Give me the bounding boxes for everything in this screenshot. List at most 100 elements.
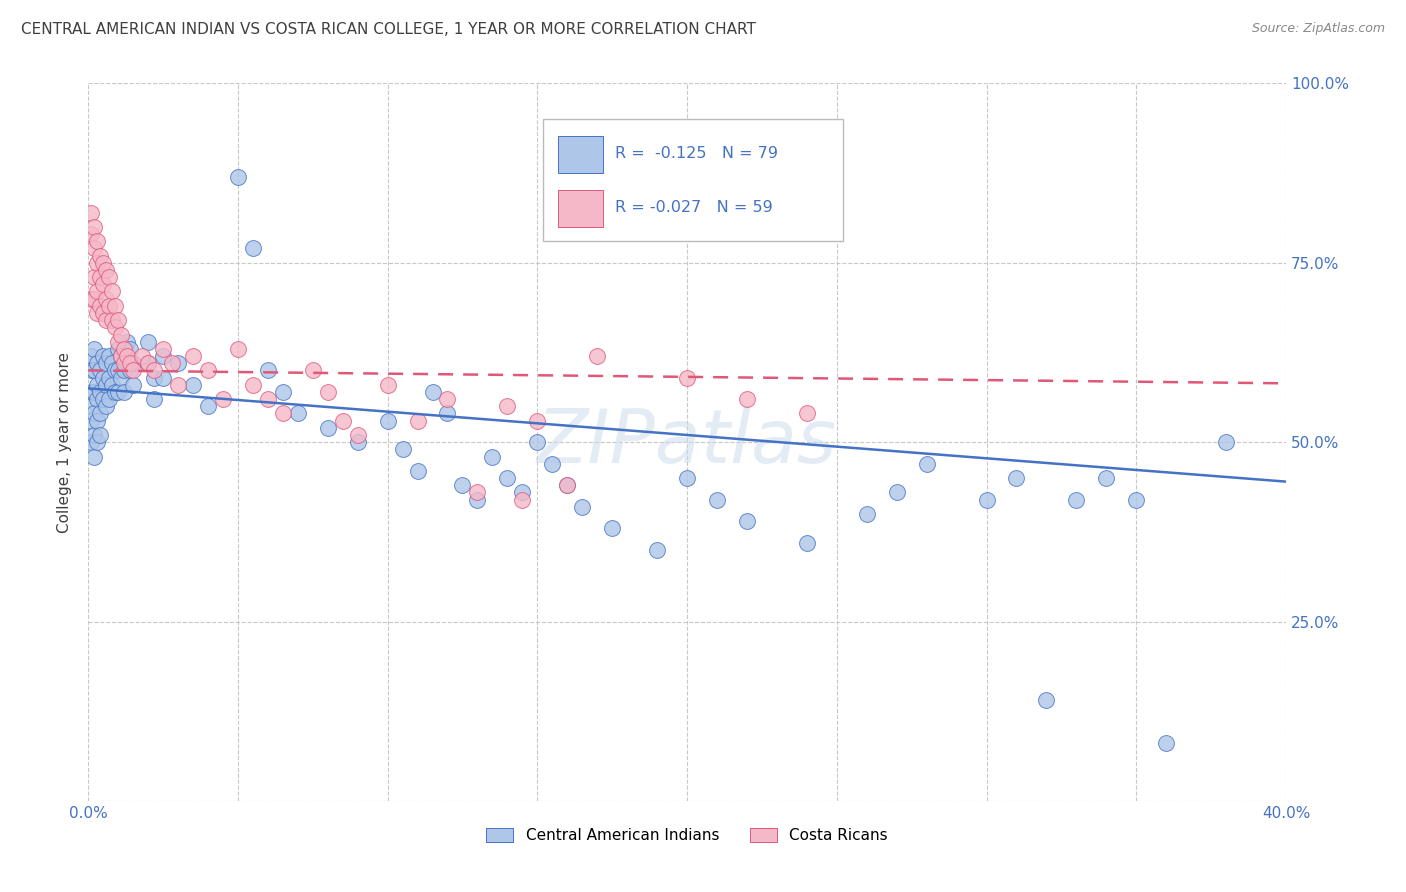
- Point: [89, 428, 111, 442]
- Point: [1095, 471, 1118, 485]
- Point: [83, 270, 105, 285]
- Point: [104, 299, 127, 313]
- Point: [122, 377, 145, 392]
- Point: [83, 292, 105, 306]
- Point: [112, 356, 135, 370]
- Point: [86, 306, 108, 320]
- Point: [107, 334, 129, 349]
- Point: [571, 500, 593, 514]
- Point: [107, 363, 129, 377]
- Point: [143, 363, 166, 377]
- Point: [98, 270, 121, 285]
- Point: [287, 407, 309, 421]
- Point: [600, 521, 623, 535]
- Point: [112, 384, 135, 399]
- Point: [167, 356, 190, 370]
- Point: [152, 349, 174, 363]
- Point: [496, 399, 519, 413]
- Point: [226, 169, 249, 184]
- Point: [83, 407, 105, 421]
- Point: [86, 414, 108, 428]
- Point: [377, 377, 399, 392]
- Point: [91, 370, 114, 384]
- Point: [467, 492, 489, 507]
- Point: [346, 435, 368, 450]
- Point: [976, 492, 998, 507]
- Point: [706, 492, 728, 507]
- Point: [110, 349, 132, 363]
- Text: R =  -0.125   N = 79: R = -0.125 N = 79: [616, 146, 778, 161]
- Point: [406, 414, 429, 428]
- Point: [160, 356, 183, 370]
- Bar: [558, 190, 603, 227]
- Point: [855, 507, 877, 521]
- Point: [555, 478, 578, 492]
- Point: [86, 392, 108, 406]
- Point: [83, 342, 105, 356]
- Point: [94, 356, 117, 370]
- Point: [271, 407, 294, 421]
- Point: [107, 384, 129, 399]
- Point: [422, 384, 444, 399]
- Point: [256, 392, 278, 406]
- Point: [80, 205, 103, 219]
- Point: [346, 428, 368, 442]
- Point: [89, 270, 111, 285]
- Point: [1154, 737, 1177, 751]
- Point: [98, 392, 121, 406]
- Point: [301, 363, 323, 377]
- Point: [136, 356, 159, 370]
- FancyBboxPatch shape: [543, 120, 842, 241]
- Point: [101, 285, 124, 299]
- Y-axis label: College, 1 year or more: College, 1 year or more: [58, 351, 72, 533]
- Point: [886, 485, 908, 500]
- Point: [242, 377, 264, 392]
- Point: [122, 356, 145, 370]
- Point: [86, 285, 108, 299]
- Point: [136, 334, 159, 349]
- Point: [676, 471, 699, 485]
- Point: [451, 478, 474, 492]
- Point: [136, 356, 159, 370]
- Text: ZIPatlas: ZIPatlas: [537, 406, 837, 478]
- Point: [467, 485, 489, 500]
- Point: [89, 249, 111, 263]
- Point: [676, 370, 699, 384]
- Point: [83, 428, 105, 442]
- Point: [242, 242, 264, 256]
- Legend: Central American Indians, Costa Ricans: Central American Indians, Costa Ricans: [486, 829, 889, 844]
- Point: [94, 263, 117, 277]
- Point: [110, 349, 132, 363]
- Point: [541, 457, 564, 471]
- Point: [120, 363, 142, 377]
- Point: [91, 256, 114, 270]
- Point: [91, 277, 114, 292]
- Point: [526, 435, 548, 450]
- Text: R = -0.027   N = 59: R = -0.027 N = 59: [616, 200, 773, 215]
- Point: [271, 384, 294, 399]
- Point: [152, 342, 174, 356]
- Point: [115, 334, 138, 349]
- Point: [586, 349, 609, 363]
- Point: [86, 356, 108, 370]
- Point: [735, 514, 758, 528]
- Point: [107, 342, 129, 356]
- Point: [101, 356, 124, 370]
- Point: [1125, 492, 1147, 507]
- Point: [555, 478, 578, 492]
- Point: [80, 384, 103, 399]
- Point: [152, 370, 174, 384]
- Point: [131, 349, 153, 363]
- Point: [436, 392, 458, 406]
- Point: [735, 392, 758, 406]
- Point: [226, 342, 249, 356]
- Point: [212, 392, 235, 406]
- Point: [107, 313, 129, 327]
- Point: [89, 363, 111, 377]
- Point: [406, 464, 429, 478]
- Point: [377, 414, 399, 428]
- Point: [98, 299, 121, 313]
- Point: [120, 356, 142, 370]
- Text: CENTRAL AMERICAN INDIAN VS COSTA RICAN COLLEGE, 1 YEAR OR MORE CORRELATION CHART: CENTRAL AMERICAN INDIAN VS COSTA RICAN C…: [21, 22, 756, 37]
- Point: [115, 349, 138, 363]
